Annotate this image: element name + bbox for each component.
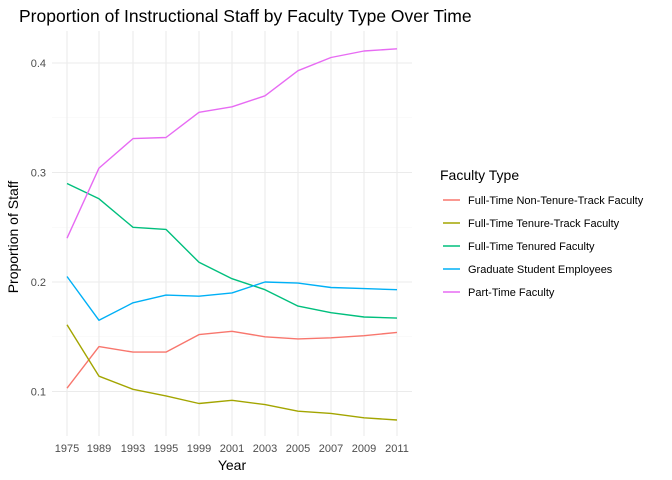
series-line: [66, 324, 398, 421]
x-tick-label: 2001: [220, 443, 244, 455]
y-tick-labels: 0.1 0.2 0.3 0.4: [31, 58, 46, 399]
legend-label: Graduate Student Employees: [468, 264, 613, 276]
legend-title: Faculty Type: [440, 167, 519, 183]
legend-label: Full-Time Non-Tenure-Track Faculty: [468, 195, 644, 207]
legend-label: Full-Time Tenured Faculty: [468, 241, 595, 253]
x-tick-label: 1999: [187, 443, 211, 455]
x-tick-label: 1995: [154, 443, 178, 455]
y-axis-title: Proportion of Staff: [5, 181, 21, 294]
series-line: [66, 330, 398, 389]
x-tick-label: 1975: [55, 443, 79, 455]
y-tick-label: 0.2: [31, 277, 46, 289]
legend: Faculty Type Full-Time Non-Tenure-Track …: [440, 167, 644, 299]
x-tick-label: 2005: [286, 443, 310, 455]
x-tick-label: 2007: [319, 443, 343, 455]
grid: [52, 31, 412, 436]
legend-label: Full-Time Tenure-Track Faculty: [468, 218, 620, 230]
chart-title: Proportion of Instructional Staff by Fac…: [19, 6, 472, 26]
legend-items: Full-Time Non-Tenure-Track Faculty Full-T…: [443, 195, 644, 299]
x-axis-title: Year: [218, 457, 247, 473]
x-tick-label: 2009: [352, 443, 376, 455]
x-tick-label: 1989: [87, 443, 111, 455]
series-line: [66, 182, 398, 319]
y-tick-label: 0.3: [31, 168, 46, 180]
x-tick-labels: 1975 1989 1993 1995 1999 2001 2003 2005 2007 2009…: [55, 443, 409, 455]
legend-label: Part-Time Faculty: [468, 287, 555, 299]
series-lines: [66, 48, 398, 421]
x-tick-label: 2011: [385, 443, 409, 455]
x-tick-label: 2003: [253, 443, 277, 455]
x-tick-label: 1993: [121, 443, 145, 455]
y-tick-label: 0.1: [31, 387, 46, 399]
series-line: [66, 276, 398, 321]
y-tick-label: 0.4: [31, 58, 46, 70]
series-line: [66, 48, 398, 239]
